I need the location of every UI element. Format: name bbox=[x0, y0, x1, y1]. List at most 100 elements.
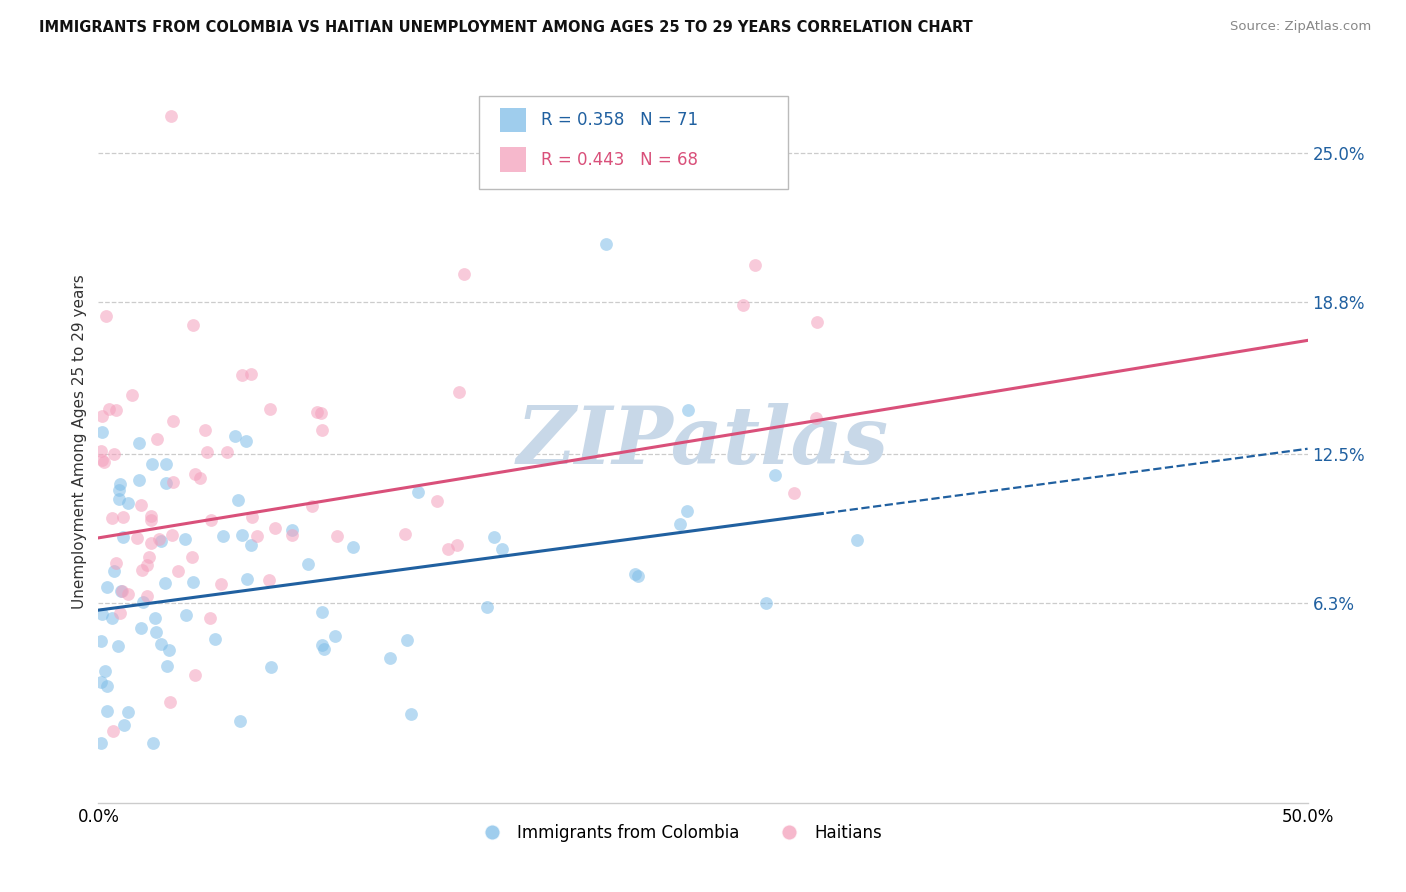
Point bbox=[744, 258, 766, 272]
Point bbox=[96, 679, 118, 693]
Point bbox=[160, 109, 183, 123]
Point bbox=[156, 658, 179, 673]
Point bbox=[121, 387, 143, 401]
Point bbox=[162, 475, 184, 490]
Point bbox=[153, 576, 176, 591]
Point bbox=[125, 531, 148, 545]
Point bbox=[325, 529, 347, 543]
Point bbox=[229, 714, 252, 729]
Point bbox=[128, 436, 150, 450]
Point bbox=[595, 237, 617, 252]
Point bbox=[155, 457, 177, 471]
Point bbox=[399, 706, 422, 721]
Point bbox=[312, 642, 335, 657]
Text: ZIPatlas: ZIPatlas bbox=[517, 403, 889, 480]
Point bbox=[342, 540, 364, 554]
Point bbox=[111, 584, 134, 599]
FancyBboxPatch shape bbox=[479, 96, 787, 189]
Point bbox=[311, 605, 333, 619]
Point bbox=[198, 611, 221, 625]
Point bbox=[117, 587, 139, 601]
Point bbox=[150, 637, 173, 651]
Point bbox=[110, 583, 132, 598]
Point bbox=[146, 432, 169, 446]
Point bbox=[94, 664, 117, 678]
Point bbox=[90, 735, 112, 749]
Point bbox=[281, 523, 304, 537]
Point bbox=[136, 589, 159, 603]
Point bbox=[211, 529, 233, 543]
FancyBboxPatch shape bbox=[501, 108, 526, 132]
Point bbox=[97, 402, 120, 417]
Point bbox=[482, 530, 505, 544]
Point bbox=[257, 573, 280, 587]
Text: Source: ZipAtlas.com: Source: ZipAtlas.com bbox=[1230, 20, 1371, 33]
Point bbox=[181, 574, 204, 589]
Point bbox=[446, 538, 468, 552]
Point bbox=[103, 564, 125, 578]
Point bbox=[240, 368, 263, 382]
Point bbox=[142, 735, 165, 749]
Point bbox=[157, 642, 180, 657]
Point bbox=[183, 467, 205, 481]
Point bbox=[224, 429, 246, 443]
Legend: Immigrants from Colombia, Haitians: Immigrants from Colombia, Haitians bbox=[468, 817, 889, 848]
Point bbox=[141, 513, 163, 527]
Point bbox=[91, 409, 114, 423]
Point bbox=[107, 491, 129, 506]
Point bbox=[235, 434, 257, 448]
Point bbox=[231, 368, 253, 383]
Point bbox=[669, 516, 692, 531]
Point bbox=[91, 425, 114, 439]
Point bbox=[117, 496, 139, 510]
Point bbox=[226, 492, 249, 507]
Point bbox=[141, 457, 163, 471]
Point bbox=[174, 532, 197, 546]
Point bbox=[804, 411, 827, 425]
Point bbox=[280, 528, 302, 542]
Point bbox=[311, 638, 333, 652]
Point bbox=[131, 563, 153, 577]
Point bbox=[194, 423, 217, 437]
Point bbox=[763, 468, 786, 483]
Point bbox=[107, 483, 129, 498]
Point bbox=[129, 621, 152, 635]
Point bbox=[112, 530, 135, 544]
Point bbox=[138, 550, 160, 565]
Point bbox=[188, 471, 211, 485]
Point bbox=[259, 402, 281, 417]
Point bbox=[145, 624, 167, 639]
Point bbox=[90, 633, 112, 648]
Point bbox=[447, 384, 470, 399]
Point bbox=[394, 527, 416, 541]
Point bbox=[180, 550, 202, 565]
Point bbox=[239, 538, 262, 552]
Point bbox=[104, 556, 127, 570]
Point bbox=[204, 632, 226, 647]
Point bbox=[297, 557, 319, 571]
Point bbox=[246, 529, 269, 543]
Point bbox=[100, 611, 122, 625]
Text: IMMIGRANTS FROM COLOMBIA VS HAITIAN UNEMPLOYMENT AMONG AGES 25 TO 29 YEARS CORRE: IMMIGRANTS FROM COLOMBIA VS HAITIAN UNEM… bbox=[39, 20, 973, 35]
Point bbox=[783, 486, 806, 500]
Point bbox=[150, 534, 173, 549]
Point bbox=[90, 453, 112, 467]
Point bbox=[166, 565, 188, 579]
Point bbox=[108, 477, 131, 491]
Point bbox=[117, 705, 139, 719]
Point bbox=[91, 607, 114, 622]
Point bbox=[475, 599, 498, 614]
Point bbox=[111, 509, 134, 524]
FancyBboxPatch shape bbox=[501, 147, 526, 172]
Point bbox=[183, 318, 205, 332]
Point bbox=[491, 542, 513, 557]
Point bbox=[380, 650, 402, 665]
Point bbox=[183, 668, 205, 682]
Point bbox=[731, 298, 754, 312]
Point bbox=[676, 504, 699, 518]
Point bbox=[90, 674, 112, 689]
Point bbox=[624, 567, 647, 582]
Point bbox=[159, 695, 181, 709]
Point bbox=[112, 718, 135, 732]
Point bbox=[90, 444, 112, 458]
